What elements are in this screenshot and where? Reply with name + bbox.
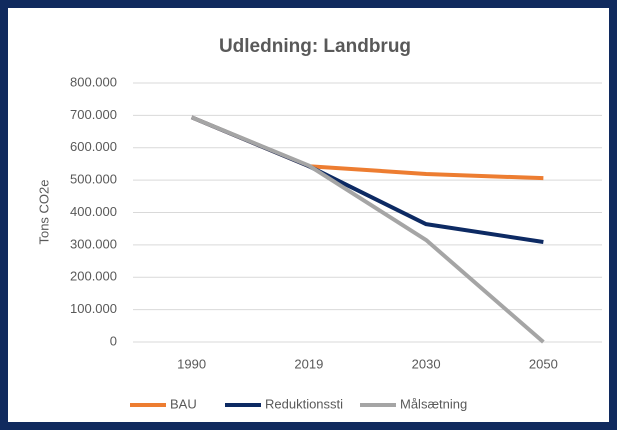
x-tick-label: 2050 [529, 356, 558, 371]
legend-label: Reduktionssti [265, 396, 343, 411]
legend-label: BAU [170, 396, 197, 411]
y-tick-label: 800.000 [70, 74, 117, 89]
chart-area [8, 8, 609, 422]
y-tick-label: 500.000 [70, 172, 117, 187]
y-tick-label: 300.000 [70, 236, 117, 251]
x-tick-label: 2030 [412, 356, 441, 371]
y-tick-label: 100.000 [70, 301, 117, 316]
x-tick-label: 1990 [177, 356, 206, 371]
y-tick-label: 200.000 [70, 269, 117, 284]
y-tick-label: 0 [110, 333, 117, 348]
y-axis-title: Tons CO2e [36, 179, 51, 244]
x-tick-label: 2019 [294, 356, 323, 371]
chart-title: Udledning: Landbrug [219, 36, 411, 57]
legend-label: Målsætning [400, 396, 467, 411]
line-series [190, 115, 545, 344]
y-tick-label: 400.000 [70, 204, 117, 219]
y-tick-label: 700.000 [70, 107, 117, 122]
y-tick-label: 600.000 [70, 139, 117, 154]
